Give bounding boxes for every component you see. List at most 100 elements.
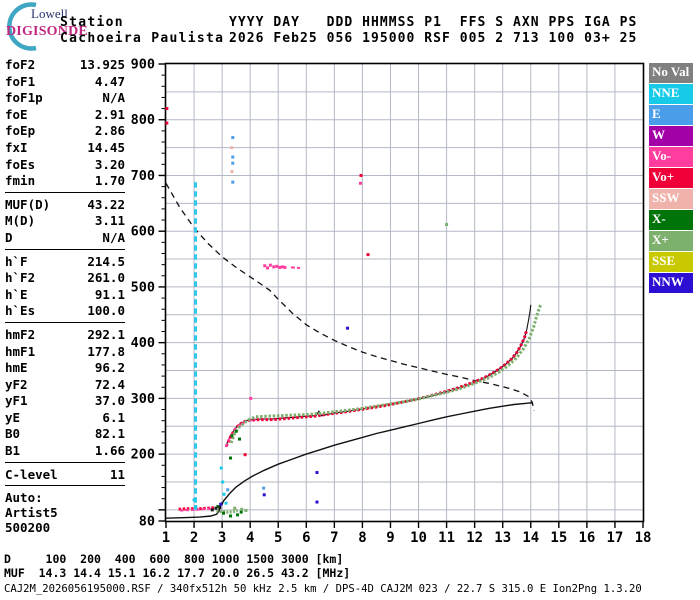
echo-point [226, 488, 230, 492]
svg-text:4: 4 [246, 530, 254, 546]
param-label: MUF(D) [5, 196, 51, 212]
svg-text:18: 18 [635, 530, 652, 546]
echo-point [366, 253, 370, 257]
legend-item-x-: X- [649, 210, 693, 230]
param-label: h`F [5, 253, 28, 269]
param-row: h`F 214.5 [5, 254, 125, 271]
svg-text:6: 6 [302, 530, 310, 546]
param-label: fxI [5, 139, 28, 155]
svg-text:15: 15 [550, 530, 567, 546]
echo-point [315, 471, 319, 475]
param-row: fmin 1.70 [5, 173, 125, 190]
svg-text:80: 80 [139, 514, 155, 530]
station-header: Station Cachoeira Paulista [60, 15, 224, 47]
param-label: B1 [5, 443, 21, 459]
param-value: 3.11 [94, 213, 125, 229]
param-row: foEs 3.20 [5, 157, 125, 174]
echo-point [231, 161, 235, 165]
param-value: 96.2 [94, 360, 125, 376]
param-label: hmF2 [5, 326, 36, 342]
echo-point [358, 181, 362, 185]
logo-arc-icon [7, 2, 37, 51]
echo-point [210, 508, 214, 512]
param-label: h`Es [5, 303, 36, 319]
param-value: 292.1 [87, 326, 125, 342]
svg-text:5: 5 [274, 530, 282, 546]
echo-point [262, 486, 266, 490]
param-value: 91.1 [94, 286, 125, 302]
logo-digisonde-text: DIGISONDE [6, 24, 88, 39]
svg-text:600: 600 [131, 224, 155, 240]
param-row: h`Es 100.0 [5, 303, 125, 320]
echo-points [165, 107, 449, 518]
svg-text:10: 10 [410, 530, 427, 546]
autoscaling-line: 500200 [5, 520, 51, 536]
svg-text:7: 7 [330, 530, 338, 546]
param-row: fxI 14.45 [5, 140, 125, 157]
echo-point [249, 396, 253, 400]
param-row: D N/A [5, 230, 125, 247]
param-row: foEp 2.86 [5, 123, 125, 140]
echo-point [231, 136, 235, 140]
param-label: foF2 [5, 57, 36, 72]
svg-text:9: 9 [386, 530, 394, 546]
param-label: foF1 [5, 73, 36, 89]
svg-text:11: 11 [438, 530, 455, 546]
param-row: h`E 91.1 [5, 287, 125, 304]
echo-point [221, 480, 225, 484]
parameter-section: C-level 11 [5, 466, 125, 487]
legend-item-ssw: SSW [649, 189, 693, 209]
svg-text:200: 200 [131, 447, 155, 463]
legend-item-vo+: Vo+ [649, 168, 693, 188]
echo-point [280, 265, 284, 269]
svg-text:16: 16 [578, 530, 595, 546]
plot-frame [164, 62, 645, 523]
echo-point [229, 456, 233, 460]
echo-point [233, 506, 237, 510]
legend-item-x+: X+ [649, 231, 693, 251]
svg-text:8: 8 [358, 530, 366, 546]
param-value: 14.45 [87, 139, 125, 155]
parameter-section: h`F 214.5 h`F2 261.0 h`E 91.1 h`Es 100.0 [5, 253, 125, 323]
echo-point [192, 498, 196, 502]
true-height-profile [165, 402, 534, 519]
svg-text:12: 12 [466, 530, 483, 546]
header-columns-values: 2026 Feb25 056 195000 RSF 005 2 713 100 … [229, 31, 638, 46]
svg-text:500: 500 [131, 279, 155, 295]
param-value: 43.22 [87, 196, 125, 212]
legend-item-nne: NNE [649, 84, 693, 104]
param-value: N/A [102, 90, 125, 106]
svg-text:400: 400 [131, 335, 155, 351]
echo-point [243, 453, 247, 457]
o-mode-f-trace [224, 329, 529, 447]
echo-point [262, 493, 266, 497]
legend-item-vo-: Vo- [649, 147, 693, 167]
echo-point [445, 223, 449, 227]
echo-point [315, 500, 319, 504]
param-value: 3.20 [94, 156, 125, 172]
echo-point [165, 121, 169, 125]
param-row: foE 2.91 [5, 107, 125, 124]
legend-item-w: W [649, 126, 693, 146]
param-row: foF1 4.47 [5, 74, 125, 91]
autoscaling-info: Auto: Artist5 500200 [5, 489, 125, 537]
echo-point [359, 173, 363, 177]
param-value: N/A [102, 229, 125, 245]
param-value: 6.1 [102, 409, 125, 425]
autoscaling-line: Artist5 [5, 505, 58, 521]
parameter-section: MUF(D) 43.22 M(D) 3.11 D N/A [5, 196, 125, 250]
svg-text:800: 800 [131, 112, 155, 128]
echo-point [218, 506, 222, 510]
param-row: C-level 11 [5, 467, 125, 484]
param-row: hmE 96.2 [5, 360, 125, 377]
svg-text:900: 900 [131, 57, 155, 73]
param-label: hmE [5, 360, 28, 376]
param-label: C-level [5, 466, 58, 482]
d-muf-table: D 100 200 400 600 800 1000 1500 3000 [km… [4, 552, 350, 580]
param-value: 11 [109, 466, 125, 482]
station-name: Cachoeira Paulista [60, 31, 225, 46]
svg-text:1: 1 [162, 530, 170, 546]
param-row: foF1p N/A [5, 90, 125, 107]
echo-point [229, 514, 233, 518]
